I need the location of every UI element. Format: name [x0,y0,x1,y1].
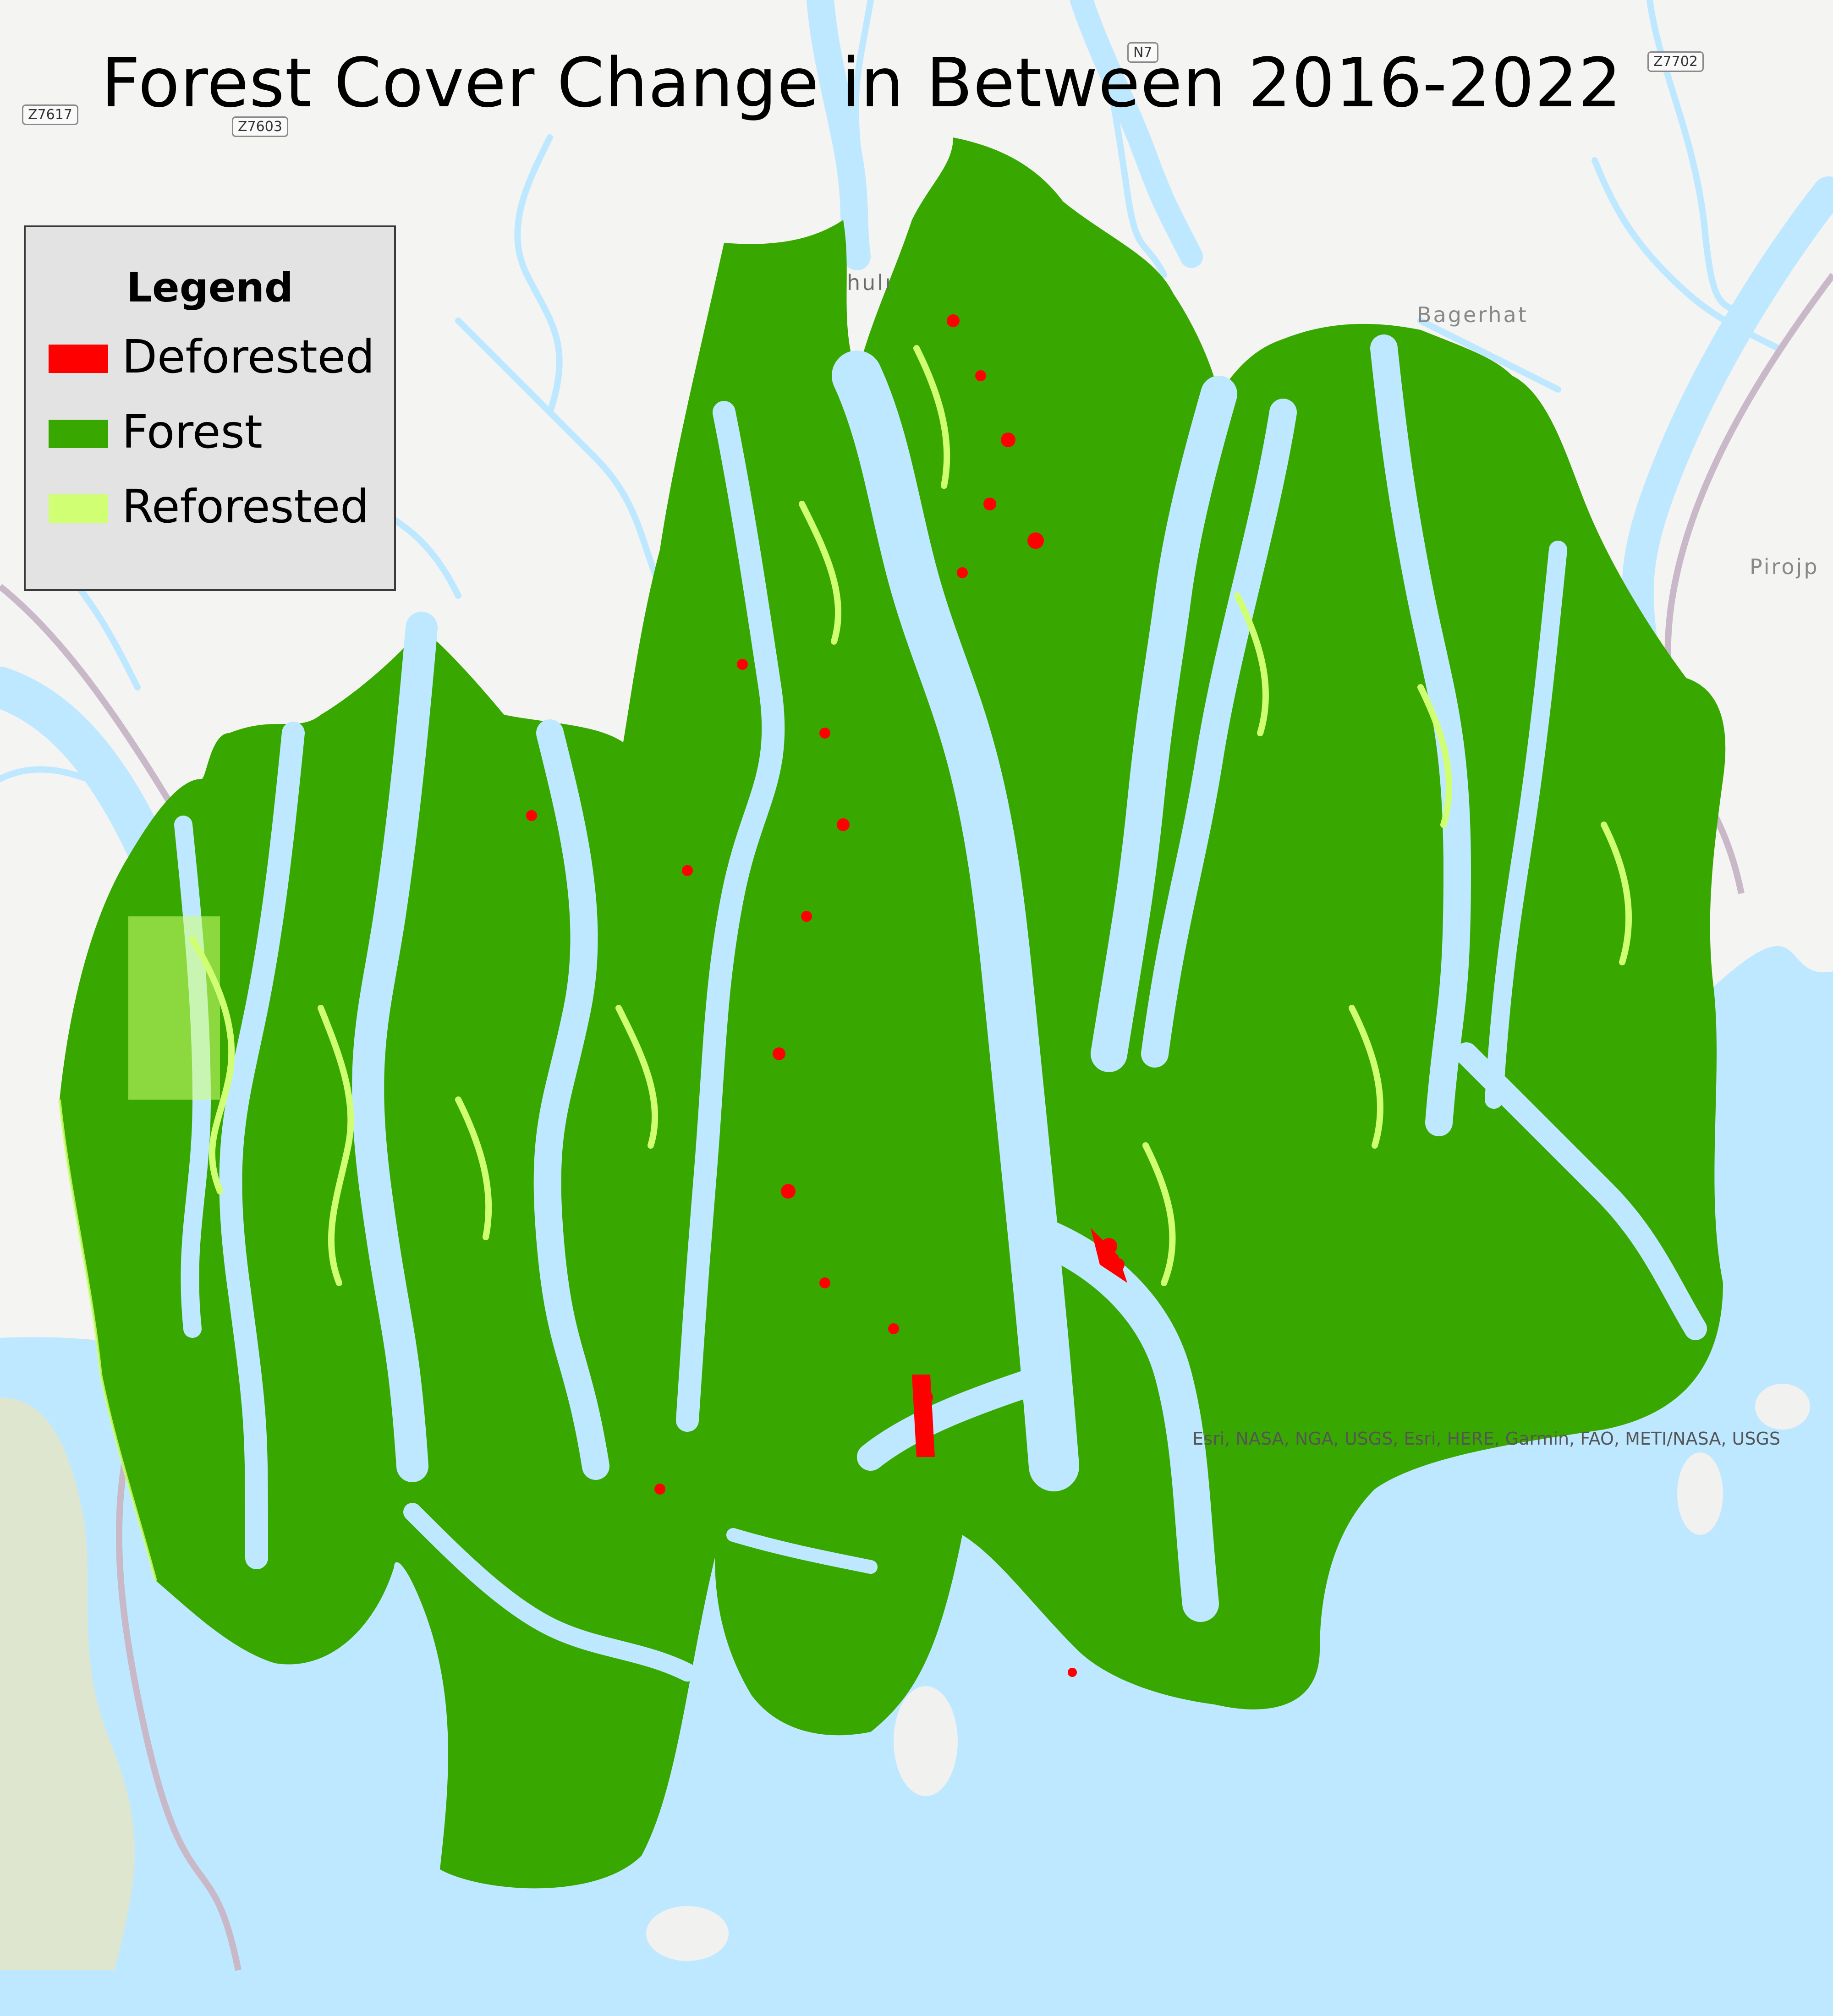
legend-panel: Legend Deforested Forest Reforested [24,225,396,591]
map-attribution: Esri, NASA, NGA, USGS, Esri, HERE, Garmi… [1192,1429,1780,1449]
road-badge-z7702: Z7702 [1647,51,1704,72]
legend-label-forest: Forest [122,405,263,459]
place-label-pirojpur: Pirojp [1750,554,1819,579]
legend-swatch-reforested [49,494,108,523]
place-label-khulna: hulı [847,270,893,295]
map-title: Forest Cover Change in Between 2016-2022 [101,44,1622,122]
legend-swatch-forest [49,420,108,448]
legend-item-reforested: Reforested [49,482,388,532]
reforested-patch-west [128,916,220,1100]
legend-heading: Legend [126,264,294,311]
legend-label-deforested: Deforested [122,330,375,383]
legend-swatch-deforested [49,345,108,373]
place-label-bagerhat: Bagerhat [1417,302,1528,327]
road-badge-z7617: Z7617 [22,104,78,125]
forest-cover [60,137,1726,1889]
legend-label-reforested: Reforested [122,480,369,533]
legend-item-forest: Forest [49,407,388,457]
mudflat-island [0,1397,135,1970]
deforested-areas [526,314,1127,1677]
sand-islands [646,1384,1810,1961]
legend-item-deforested: Deforested [49,332,388,382]
road-badge-n7: N7 [1127,42,1158,63]
forest-outline [58,1099,157,1581]
road-badge-z7603: Z7603 [232,116,288,137]
